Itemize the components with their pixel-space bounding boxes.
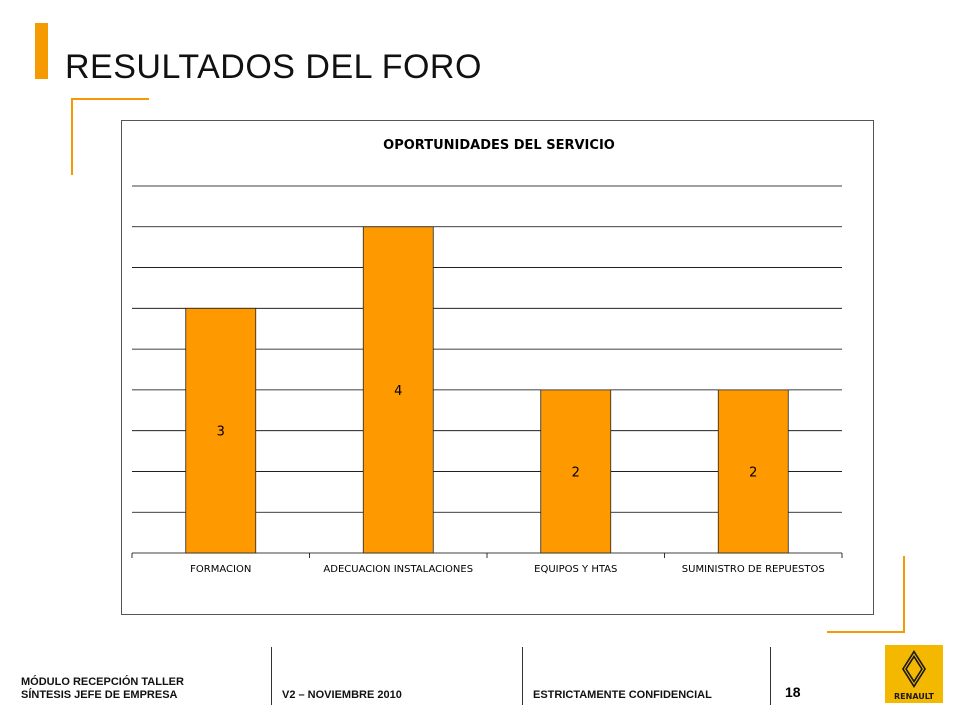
data-label: 2 [749, 465, 757, 480]
x-tick-label: FORMACION [190, 564, 251, 575]
bar-adecuacion-instalaciones [362, 226, 434, 554]
renault-diamond-icon: RENAULT [885, 645, 943, 703]
footer-version: V2 – NOVIEMBRE 2010 [282, 689, 402, 701]
footer-module-line2: SÍNTESIS JEFE DE EMPRESA [21, 689, 178, 701]
corner-bracket-top-left-vertical [71, 98, 73, 175]
data-label: 2 [572, 465, 580, 480]
corner-bracket-bottom-right [827, 631, 905, 633]
bar-formacion [185, 307, 257, 554]
x-tick-labels: FORMACION ADECUACION INSTALACIONES EQUIPOS… [190, 564, 825, 575]
x-tick-label: EQUIPOS Y HTAS [534, 564, 617, 575]
footer-divider [271, 647, 272, 705]
chart-frame: OPORTUNIDADES DEL SERVICIO 3 4 2 2 FORMACIO… [121, 120, 874, 615]
x-tick-label: SUMINISTRO DE REPUESTOS [682, 564, 825, 575]
footer-divider [770, 647, 771, 705]
footer-module-line1: MÓDULO RECEPCIÓN TALLER [21, 676, 184, 688]
x-tick-label: ADECUACION INSTALACIONES [323, 564, 473, 575]
chart-title: OPORTUNIDADES DEL SERVICIO [383, 138, 615, 153]
renault-logo: RENAULT [885, 645, 943, 703]
bar-equipos-y-htas [540, 389, 612, 554]
page-title: RESULTADOS DEL FORO [65, 48, 482, 86]
page-number: 18 [785, 684, 801, 700]
data-labels: 3 4 2 2 [217, 384, 758, 481]
corner-bracket-bottom-right-vertical [903, 556, 905, 633]
corner-bracket-top-left [71, 98, 149, 100]
bar-suministro-de-repuestos [717, 389, 789, 554]
bar-chart: OPORTUNIDADES DEL SERVICIO 3 4 2 2 FORMACIO… [131, 138, 843, 575]
footer-divider [522, 647, 523, 705]
footer-confidential: ESTRICTAMENTE CONFIDENCIAL [533, 689, 712, 701]
bars [185, 226, 789, 554]
data-label: 4 [394, 384, 402, 399]
title-accent-bar [35, 23, 48, 79]
renault-logo-text: RENAULT [894, 692, 935, 701]
data-label: 3 [217, 425, 225, 440]
